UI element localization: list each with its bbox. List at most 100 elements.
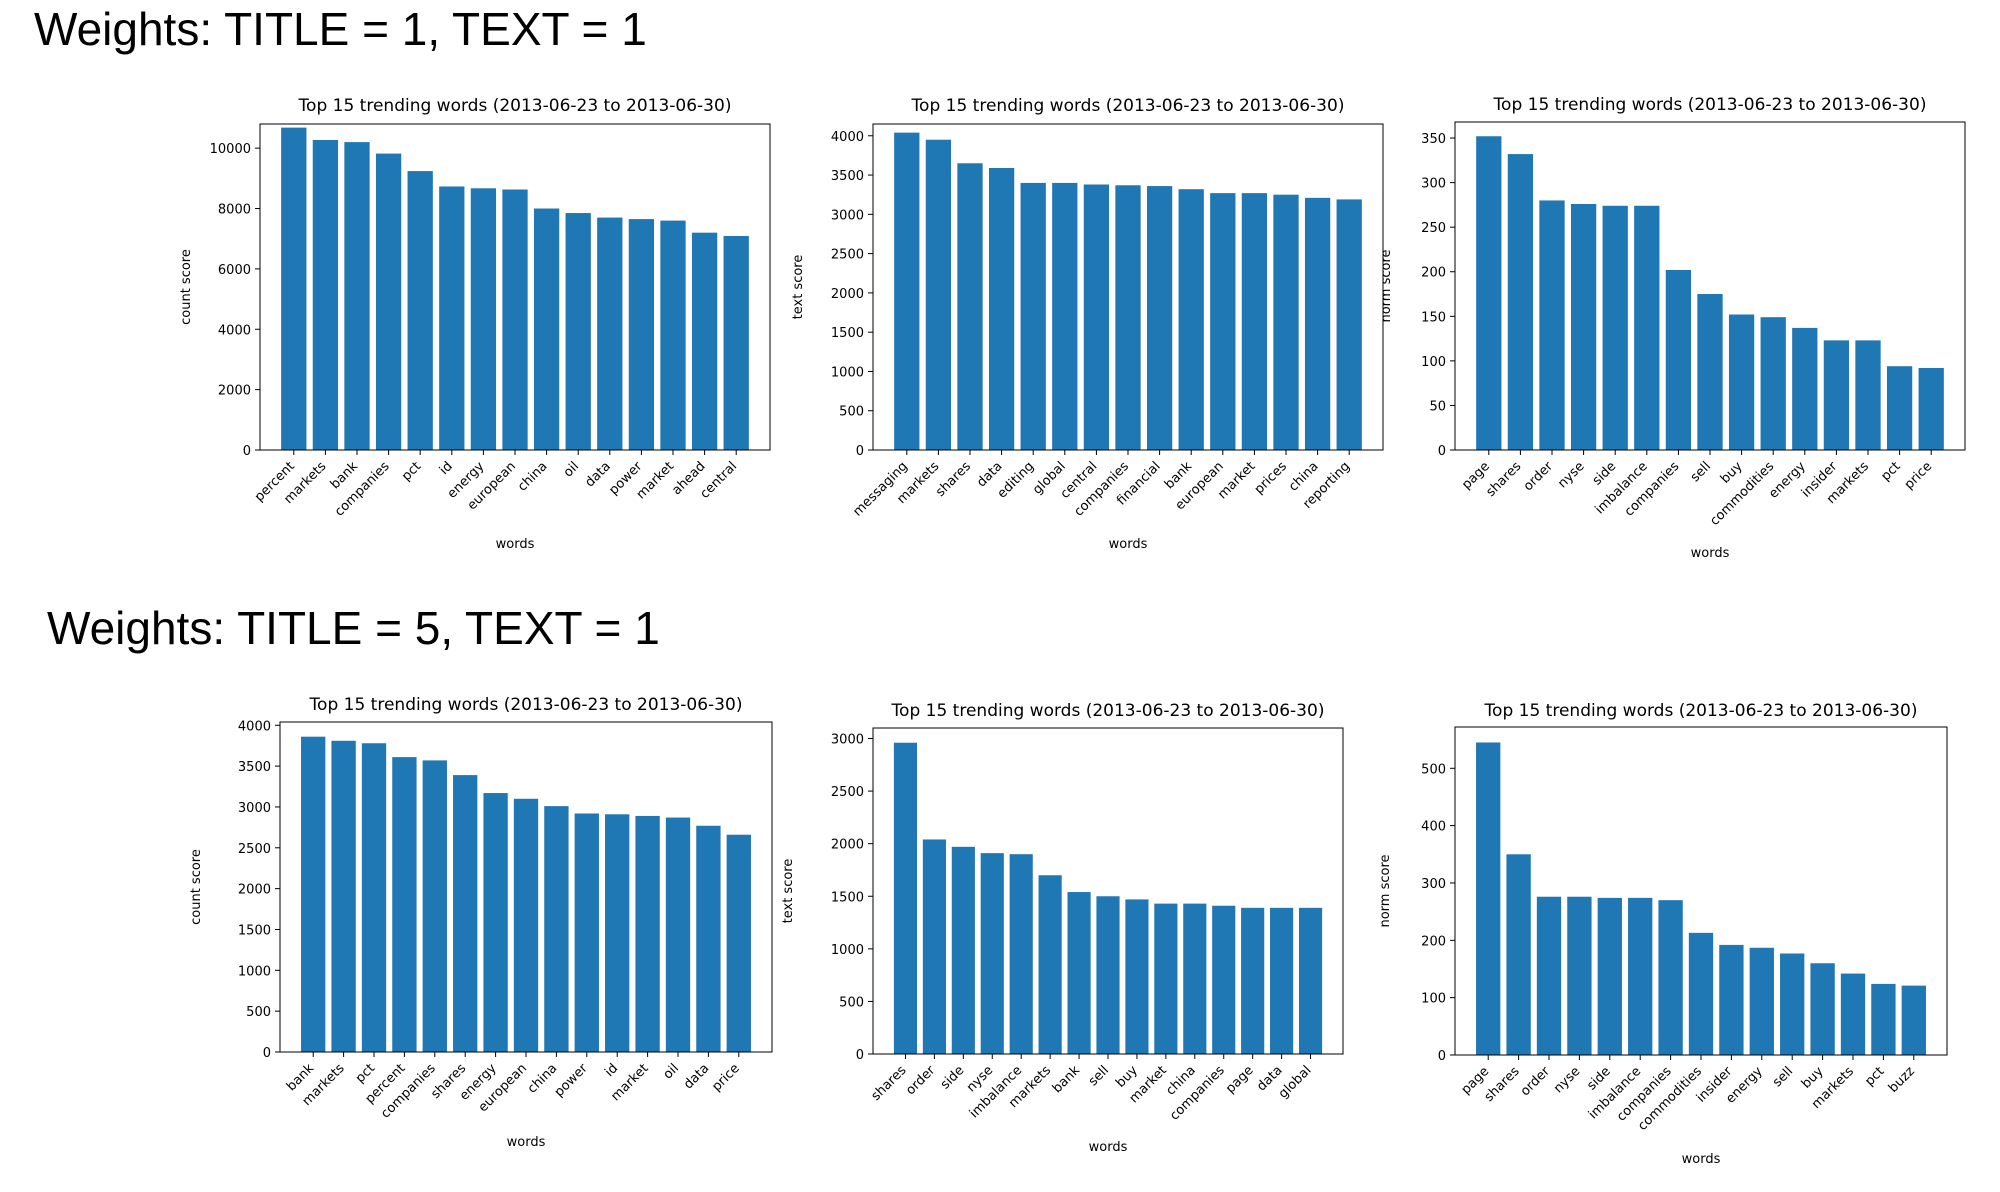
y-tick-label: 100 — [1421, 992, 1446, 1007]
y-tick-label: 1500 — [831, 890, 864, 905]
bar-companies — [1658, 900, 1683, 1055]
x-axis-label: words — [1682, 1152, 1721, 1167]
bar-china — [1304, 197, 1331, 450]
bar-energy — [470, 188, 497, 450]
x-tick-label: id — [602, 1061, 621, 1080]
bar-shares — [453, 775, 478, 1052]
bar-central — [723, 235, 749, 450]
bar-markets — [1855, 340, 1881, 450]
bar-china — [533, 208, 560, 450]
y-tick-label: 8000 — [218, 203, 251, 218]
x-tick-label: price — [1902, 459, 1935, 492]
bar-oil — [565, 213, 591, 450]
chart-title: Top 15 trending words (2013-06-23 to 201… — [891, 701, 1325, 721]
bar-insider — [1823, 340, 1850, 450]
bar-energy — [1749, 947, 1774, 1055]
y-tick-label: 0 — [856, 1048, 864, 1063]
x-tick-label: order — [1518, 1064, 1554, 1100]
x-tick-label: china — [515, 459, 551, 495]
bar-buy — [1728, 314, 1755, 450]
bar-markets — [1840, 973, 1866, 1055]
x-tick-label: shares — [1484, 459, 1525, 500]
bar-buy — [1125, 899, 1149, 1054]
bar-buzz — [1901, 985, 1926, 1055]
plot-area: 05001000150020002500300035004000bankmark… — [189, 695, 773, 1150]
bar-commodities — [1688, 932, 1714, 1055]
bar-prices — [1273, 194, 1299, 450]
y-tick-label: 2500 — [831, 785, 864, 800]
bar-page — [1241, 907, 1265, 1054]
y-tick-label: 0 — [243, 444, 251, 459]
x-tick-label: data — [681, 1061, 712, 1092]
y-tick-label: 2000 — [218, 384, 251, 399]
y-tick-label: 500 — [839, 405, 864, 420]
plot-area: 0200040006000800010000percentmarketsbank… — [179, 96, 771, 552]
y-tick-label: 2000 — [831, 287, 864, 302]
bar-pct — [407, 171, 433, 450]
bar-side — [951, 846, 975, 1054]
x-tick-label: side — [938, 1063, 967, 1092]
chart-title: Top 15 trending words (2013-06-23 to 201… — [1493, 95, 1927, 115]
bar-global — [1298, 907, 1323, 1054]
bar-reporting — [1336, 199, 1362, 450]
y-tick-label: 250 — [1421, 221, 1446, 236]
bar-energy — [1792, 327, 1818, 450]
y-tick-label: 300 — [1421, 877, 1446, 892]
bar-pct — [1886, 366, 1913, 450]
bar-editing — [1020, 182, 1046, 451]
y-axis-label: text score — [781, 859, 796, 924]
y-tick-label: 0 — [1438, 444, 1446, 459]
bar-sell — [1697, 294, 1723, 450]
bar-global — [1052, 182, 1078, 451]
y-tick-label: 6000 — [218, 263, 251, 278]
bar-central — [1083, 184, 1110, 451]
bar-markets — [312, 140, 339, 450]
y-axis-label: count score — [179, 249, 194, 325]
x-tick-label: buy — [1718, 459, 1746, 487]
chart-title: Top 15 trending words (2013-06-23 to 201… — [309, 695, 743, 715]
y-tick-label: 3500 — [238, 760, 271, 775]
bar-bank — [1178, 189, 1204, 450]
y-tick-label: 1000 — [238, 964, 271, 979]
bar-side — [1602, 205, 1628, 450]
y-tick-label: 200 — [1421, 934, 1446, 949]
x-tick-label: pct — [399, 459, 424, 484]
bar-order — [922, 839, 946, 1054]
bar-imbalance — [1628, 897, 1653, 1055]
y-axis-label: count score — [189, 849, 204, 925]
x-tick-label: prices — [1252, 459, 1290, 497]
y-tick-label: 500 — [839, 995, 864, 1010]
bar-market — [1241, 193, 1268, 450]
bar-price — [1918, 368, 1944, 450]
y-tick-label: 1000 — [831, 943, 864, 958]
y-tick-label: 4000 — [238, 719, 271, 734]
y-tick-label: 50 — [1429, 399, 1446, 414]
bar-order — [1536, 896, 1562, 1055]
bar-markets — [925, 139, 952, 450]
x-tick-label: pct — [353, 1061, 378, 1086]
x-axis-label: words — [1691, 546, 1730, 561]
bar-companies — [375, 153, 402, 450]
bar-messaging — [894, 132, 920, 450]
plot-area: 05001000150020002500300035004000messagin… — [791, 96, 1384, 552]
bar-power — [628, 219, 655, 450]
y-tick-label: 2000 — [238, 883, 271, 898]
x-tick-label: page — [1223, 1063, 1257, 1097]
bar-shares — [957, 163, 983, 450]
x-tick-label: shares — [869, 1063, 910, 1104]
bar-markets — [331, 740, 356, 1052]
bar-percent — [392, 757, 417, 1052]
y-tick-label: 350 — [1421, 132, 1446, 147]
bar-chart-row1-count-score: 0200040006000800010000percentmarketsbank… — [179, 96, 771, 552]
bar-market — [635, 815, 660, 1052]
x-axis-label: words — [496, 537, 535, 552]
y-tick-label: 400 — [1421, 820, 1446, 835]
x-tick-label: shares — [1482, 1064, 1523, 1105]
bar-nyse — [1567, 896, 1592, 1055]
bar-european — [502, 189, 528, 450]
bar-data — [1270, 907, 1294, 1054]
